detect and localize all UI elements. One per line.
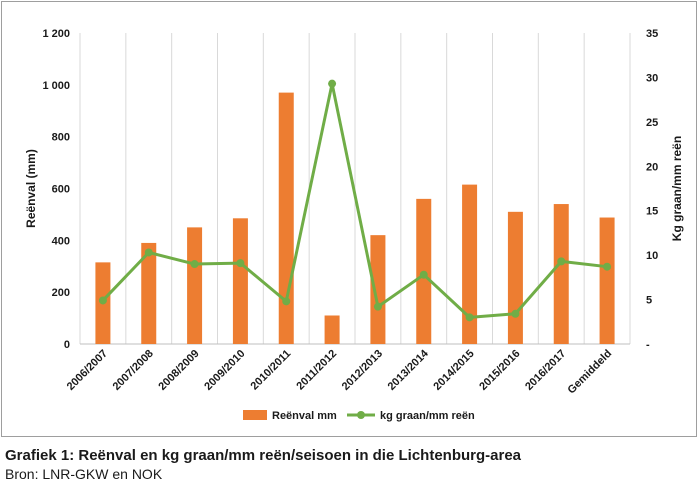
y-tick-label: 600 (52, 184, 70, 196)
x-tick-label: 2015/2016 (477, 348, 522, 393)
y2-tick-label: 15 (646, 206, 658, 218)
y-tick-label: 1 000 (42, 80, 70, 92)
y2-tick-label: 10 (646, 250, 658, 262)
x-tick-label: Gemiddeld (566, 348, 615, 397)
bar (553, 204, 569, 344)
line-point (282, 297, 291, 306)
line-point (328, 79, 337, 88)
figure-caption-title: Grafiek 1: Reënval en kg graan/mm reën/s… (5, 447, 522, 464)
y2-tick-label: 20 (646, 161, 658, 173)
line-point (190, 260, 199, 269)
bar (278, 92, 294, 344)
x-tick-label: 2009/2010 (202, 348, 247, 393)
y-tick-label: 0 (64, 339, 70, 351)
line-point (373, 302, 382, 311)
line-point (465, 313, 474, 322)
x-tick-label: 2011/2012 (294, 348, 339, 393)
y-tick-label: 400 (52, 235, 70, 247)
combo-chart: 0 200 400 600 800 1 000 1 200 - 5 10 15 20 25 30 35 Reë… (24, 28, 684, 422)
y2-tick-label: 5 (646, 295, 652, 307)
figure-caption-source: Bron: LNR-GKW en NOK (5, 466, 163, 482)
x-tick-label: 2016/2017 (523, 348, 568, 393)
legend-label-bar: Reënval mm (272, 410, 337, 422)
y2-tick-label: 30 (646, 72, 658, 84)
y-axis-title: Reënval (mm) (24, 149, 38, 228)
chart-frame: 0 200 400 600 800 1 000 1 200 - 5 10 15 20 25 30 35 Reë… (1, 1, 697, 437)
y-tick-label: 200 (52, 287, 70, 299)
y2-tick-label: 35 (646, 28, 658, 40)
y2-axis-title: Kg graan/mm reën (670, 136, 684, 241)
x-tick-label: 2014/2015 (431, 348, 476, 393)
x-tick-label: 2010/2011 (249, 348, 294, 393)
line-point (144, 248, 153, 257)
line-series (101, 82, 608, 319)
x-tick-label: 2012/2013 (340, 348, 385, 393)
line-point (419, 270, 428, 279)
bar (370, 235, 386, 344)
line-point (511, 309, 520, 318)
y2-tick-label: - (646, 339, 650, 351)
x-tick-label: 2013/2014 (386, 347, 432, 393)
bar (232, 218, 248, 344)
line-point (236, 259, 245, 268)
y2-tick-label: 25 (646, 117, 658, 129)
legend-marker-line (357, 411, 365, 419)
line-point (557, 257, 566, 266)
bar (599, 217, 615, 344)
bar (141, 242, 157, 344)
x-tick-label: 2006/2007 (65, 348, 110, 393)
bar (507, 211, 523, 344)
bar (324, 315, 340, 344)
line-point (603, 262, 612, 271)
legend-label-line: kg graan/mm reën (380, 410, 475, 422)
legend-swatch-bar (243, 410, 267, 420)
y-tick-label: 1 200 (42, 28, 70, 40)
x-tick-label: 2008/2009 (156, 348, 201, 393)
x-tick-label: 2007/2008 (111, 348, 156, 393)
line-point (98, 296, 107, 305)
bar (462, 184, 478, 344)
y-tick-label: 800 (52, 132, 70, 144)
bar (187, 227, 203, 344)
